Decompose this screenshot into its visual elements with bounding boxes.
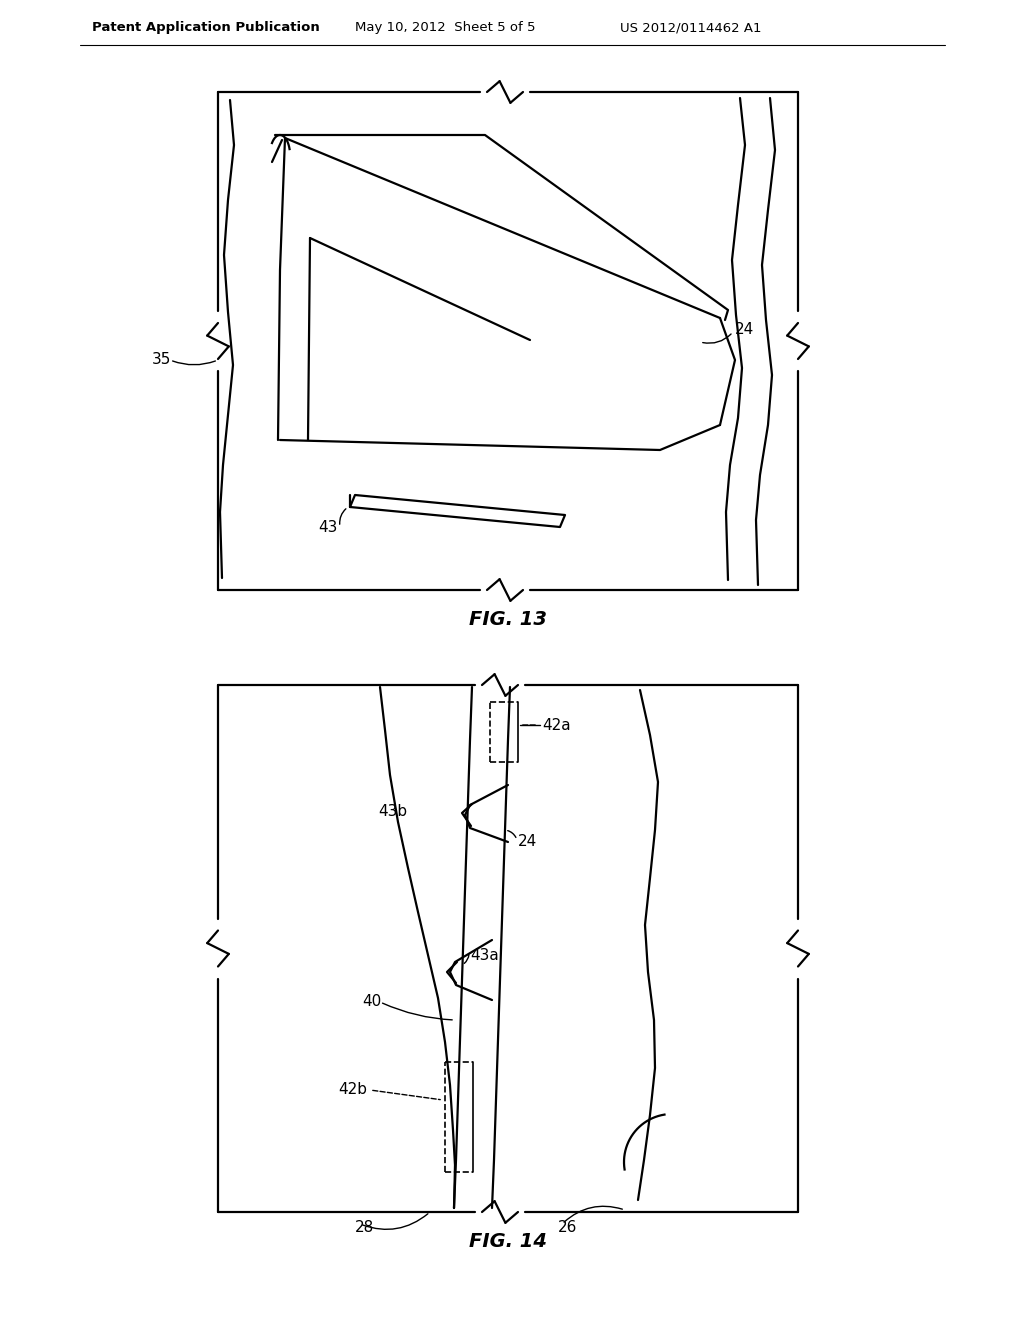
FancyArrowPatch shape (340, 508, 346, 524)
Text: 35: 35 (152, 352, 171, 367)
FancyArrowPatch shape (508, 830, 516, 837)
Text: 42a: 42a (542, 718, 570, 733)
Text: 24: 24 (518, 834, 538, 850)
Text: 40: 40 (362, 994, 381, 1010)
Text: 28: 28 (355, 1221, 374, 1236)
FancyArrowPatch shape (702, 334, 731, 343)
Text: US 2012/0114462 A1: US 2012/0114462 A1 (620, 21, 762, 34)
FancyArrowPatch shape (383, 1003, 453, 1020)
Text: FIG. 14: FIG. 14 (469, 1232, 547, 1251)
Text: 43b: 43b (378, 804, 408, 820)
Text: 24: 24 (735, 322, 755, 338)
Text: 43: 43 (318, 520, 338, 535)
FancyArrowPatch shape (362, 1214, 428, 1229)
Text: Patent Application Publication: Patent Application Publication (92, 21, 319, 34)
FancyArrowPatch shape (564, 1206, 623, 1222)
Text: 42b: 42b (338, 1082, 367, 1097)
Text: FIG. 13: FIG. 13 (469, 610, 547, 630)
FancyArrowPatch shape (464, 954, 469, 964)
FancyArrowPatch shape (173, 360, 215, 364)
Text: 26: 26 (558, 1221, 578, 1236)
Text: 43a: 43a (470, 948, 499, 962)
Text: May 10, 2012  Sheet 5 of 5: May 10, 2012 Sheet 5 of 5 (355, 21, 536, 34)
